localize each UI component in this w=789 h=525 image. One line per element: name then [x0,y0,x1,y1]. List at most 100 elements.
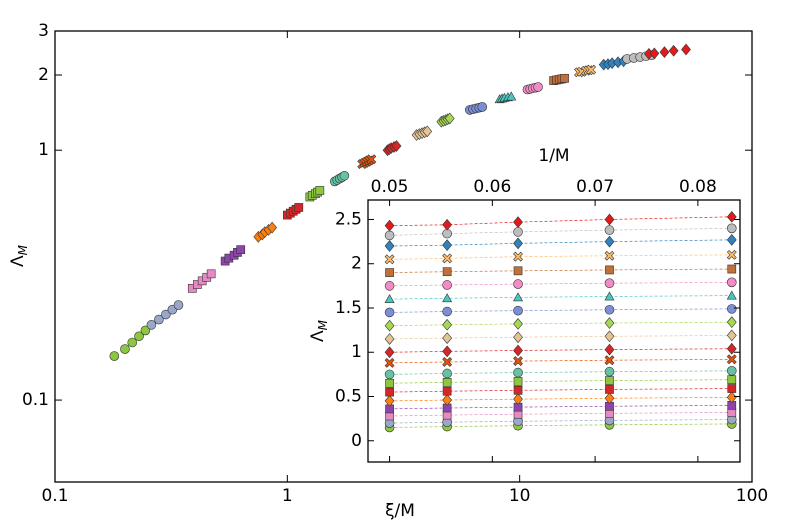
inset-y-label-base: Λ [308,330,328,342]
marker [681,43,691,56]
inset-dashed-line [389,412,732,417]
marker [513,318,523,330]
inset-y-tick-label: 0.5 [335,387,362,407]
inset-y-label: ΛM [308,319,330,342]
marker [604,392,615,405]
marker [604,225,615,235]
inset-y-tick-label: 2 [351,254,362,274]
inset-x-label: 1/M [538,146,569,166]
marker [442,332,453,344]
marker [384,319,395,332]
marker [442,267,452,277]
inset-background [368,200,740,462]
marker [726,290,737,300]
marker [604,250,615,261]
marker [154,314,164,325]
marker [422,125,433,138]
marker [506,91,517,101]
marker [146,320,157,330]
x-tick-label: 10 [509,486,531,506]
marker [442,368,452,379]
marker [267,221,278,234]
y-tick-label: 3 [38,21,49,41]
marker [726,249,737,260]
y-tick-label: 1 [38,140,49,160]
marker [726,391,737,404]
inset-dashed-line [389,348,732,353]
inset-dashed-line [389,254,732,260]
plot-frame [54,30,753,483]
marker [385,378,394,388]
marker [604,330,615,343]
marker [385,268,394,277]
inset-dashed-line [389,308,732,313]
marker [513,279,523,289]
marker [384,369,395,380]
marker [605,385,614,394]
inset-dashed-line [389,405,732,410]
marker [726,304,737,314]
inset-dashed-line [389,239,732,247]
marker [442,239,453,252]
marker [140,325,151,336]
marker [726,277,737,288]
x-tick-label: 0.1 [41,486,68,506]
marker [727,375,737,385]
marker [109,351,120,361]
marker [161,309,171,320]
inset-y-tick-label: 0 [351,431,362,451]
inset-frame [367,199,741,463]
marker [444,112,455,125]
marker [604,291,615,301]
marker [513,367,523,378]
marker [384,395,395,407]
inset-dashed-line [389,419,732,424]
marker [727,264,737,274]
marker [513,385,523,395]
marker [385,387,394,397]
inset-dashed-line [389,423,732,428]
inset-x-tick-label: 0.06 [473,177,511,197]
marker [513,266,523,276]
marker [384,333,395,345]
marker [560,73,569,83]
marker [442,345,453,358]
marker [315,186,325,195]
inset-dashed-line [389,397,732,402]
inset-dashed-line [389,227,732,236]
marker [604,343,615,356]
marker [513,377,523,386]
inset-y-tick-label: 2.5 [335,209,362,229]
inset-y-label-sub: M [316,319,330,330]
marker [442,357,453,367]
inset-dashed-line [389,335,732,340]
marker [668,44,679,57]
marker [384,240,395,252]
marker [384,307,395,318]
marker [477,102,488,112]
marker [604,317,615,329]
inset-x-tick-label: 0.08 [679,177,717,197]
inset-dashed-line [389,388,732,393]
marker [513,251,523,262]
marker [604,278,615,289]
inset-y-tick-label: 1 [351,342,362,362]
inset-dashed-line [389,379,732,384]
x-tick-label: 100 [736,486,768,506]
inset-dashed-line [389,295,732,300]
marker [604,235,615,248]
marker [726,329,737,342]
marker [442,280,452,290]
marker [384,294,395,304]
marker [513,305,523,316]
marker [442,218,453,231]
marker [442,386,452,396]
y-label-sub: M [16,244,30,255]
marker [604,304,615,315]
marker [442,318,453,331]
marker [294,203,304,212]
inset-dashed-line [389,281,732,287]
marker [366,154,377,165]
y-axis-label: ΛM [8,244,30,267]
